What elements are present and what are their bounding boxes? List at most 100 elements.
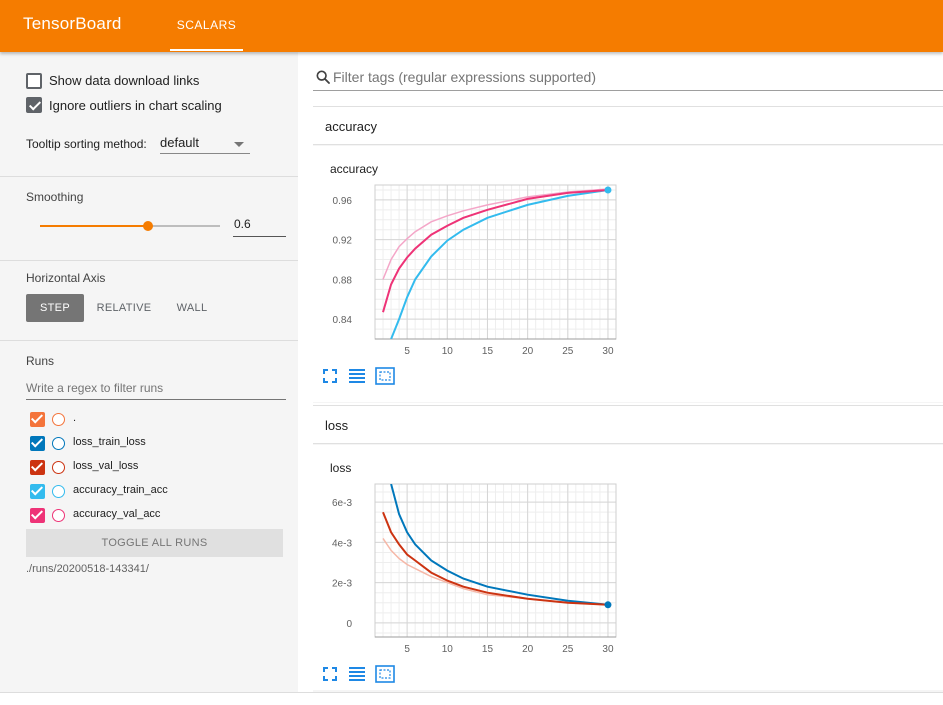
chart-toolbar xyxy=(323,665,395,683)
list-icon-bar xyxy=(349,369,365,371)
ignore-outliers-label: Ignore outliers in chart scaling xyxy=(49,98,222,113)
smoothing-slider-fill xyxy=(40,225,148,227)
tooltip-sorting-label: Tooltip sorting method: xyxy=(26,137,147,151)
smoothing-value-input[interactable]: 0.6 xyxy=(233,217,286,237)
run-checkbox[interactable] xyxy=(30,460,45,475)
smoothing-title: Smoothing xyxy=(26,190,84,204)
series-endpoint-marker xyxy=(604,186,612,194)
fullscreen-icon[interactable] xyxy=(323,667,337,681)
run-item[interactable]: loss_val_loss xyxy=(26,458,286,478)
chart-card-loss: loss 5 10 15 20 25 30 0 2e-3 4e-3 6e-3 xyxy=(313,445,943,690)
run-checkbox[interactable] xyxy=(30,436,45,451)
accuracy-chart[interactable]: 5 10 15 20 25 30 0.84 0.88 0.92 0.96 xyxy=(313,146,943,402)
list-icon-bar xyxy=(349,667,365,669)
list-icon-bar xyxy=(349,373,365,375)
tag-filter[interactable]: Filter tags (regular expressions support… xyxy=(313,66,943,91)
fullscreen-icon[interactable] xyxy=(323,369,337,383)
fullscreen-icon-shape xyxy=(323,667,337,681)
tooltip-sorting-value: default xyxy=(160,135,200,150)
smoothing-slider-handle[interactable] xyxy=(143,221,153,231)
sidebar-options-section: Show data download links Ignore outliers… xyxy=(0,52,298,177)
run-name: loss_train_loss xyxy=(73,436,146,448)
search-icon xyxy=(316,70,330,84)
chart-title: loss xyxy=(330,461,352,475)
x-tick-label: 5 xyxy=(404,644,410,655)
category-title: loss xyxy=(325,418,349,433)
list-icon-bar xyxy=(349,671,365,673)
run-color-circle[interactable] xyxy=(52,413,65,426)
runs-filter-input[interactable]: Write a regex to filter runs xyxy=(26,378,286,400)
fit-domain-icon[interactable] xyxy=(375,367,395,385)
y-tick-label: 2e-3 xyxy=(332,579,352,590)
ignore-outliers-checkbox[interactable] xyxy=(26,97,42,113)
y-tick-label: 0 xyxy=(346,619,352,630)
x-tick-label: 20 xyxy=(522,644,534,655)
chevron-down-icon xyxy=(234,142,244,147)
chart-title: accuracy xyxy=(330,162,379,176)
smoothing-section xyxy=(0,177,298,261)
toggle-all-runs-button[interactable]: TOGGLE ALL RUNS xyxy=(26,529,283,557)
list-icon-bar xyxy=(349,679,365,681)
run-item[interactable]: accuracy_val_acc xyxy=(26,506,286,526)
x-tick-label: 10 xyxy=(442,346,454,357)
category-header-loss[interactable]: loss xyxy=(313,405,943,444)
bottom-bar xyxy=(0,692,943,705)
active-tab-indicator xyxy=(170,49,243,51)
run-item[interactable]: . xyxy=(26,410,286,430)
series-line-accuracy_val_accraw xyxy=(382,188,609,280)
series-endpoint-marker xyxy=(604,601,612,609)
axis-step-button[interactable]: STEP xyxy=(26,294,84,322)
y-tick-label: 0.96 xyxy=(333,196,353,207)
fit-domain-icon[interactable] xyxy=(375,665,395,683)
run-color-circle[interactable] xyxy=(52,485,65,498)
series-line-loss_train_loss xyxy=(390,484,609,606)
category-header-accuracy[interactable]: accuracy xyxy=(313,106,943,145)
y-tick-label: 0.92 xyxy=(333,236,353,247)
run-checkbox[interactable] xyxy=(30,508,45,523)
chart-toolbar xyxy=(323,367,395,385)
app-header: TensorBoard SCALARS xyxy=(0,0,943,52)
y-tick-label: 6e-3 xyxy=(332,498,352,509)
show-download-links-checkbox[interactable] xyxy=(26,73,42,89)
log-directory: ./runs/20200518-143341/ xyxy=(26,563,149,575)
horizontal-axis-section xyxy=(0,261,298,341)
sidebar: Show data download links Ignore outliers… xyxy=(0,52,298,692)
horizontal-axis-title: Horizontal Axis xyxy=(26,271,106,285)
smoothing-slider[interactable] xyxy=(40,221,220,231)
series-line-loss_val_loss xyxy=(382,511,609,606)
tag-filter-input[interactable]: Filter tags (regular expressions support… xyxy=(333,69,597,85)
y-tick-label: 0.88 xyxy=(333,275,353,286)
run-name: . xyxy=(73,412,77,424)
run-color-circle[interactable] xyxy=(52,509,65,522)
run-item[interactable]: loss_train_loss xyxy=(26,434,286,454)
run-item[interactable]: accuracy_train_acc xyxy=(26,482,286,502)
y-tick-label: 4e-3 xyxy=(332,538,352,549)
run-color-circle[interactable] xyxy=(52,437,65,450)
chart-grid xyxy=(374,483,617,638)
show-download-links-label: Show data download links xyxy=(49,73,200,88)
axis-wall-button[interactable]: WALL xyxy=(176,302,208,314)
axis-relative-button[interactable]: RELATIVE xyxy=(96,302,152,314)
tab-scalars[interactable]: SCALARS xyxy=(176,18,237,32)
run-checkbox[interactable] xyxy=(30,484,45,499)
x-tick-label: 30 xyxy=(602,346,614,357)
run-color-circle[interactable] xyxy=(52,461,65,474)
list-icon-bar xyxy=(349,675,365,677)
x-tick-label: 15 xyxy=(482,346,494,357)
x-tick-label: 25 xyxy=(562,644,574,655)
run-name: loss_val_loss xyxy=(73,460,139,472)
series-line-accuracy_train_acc xyxy=(390,189,609,339)
y-tick-label: 0.84 xyxy=(333,315,353,326)
tooltip-sorting-select[interactable]: default xyxy=(160,132,250,154)
runs-title: Runs xyxy=(26,354,55,368)
x-tick-label: 15 xyxy=(482,644,494,655)
run-checkbox[interactable] xyxy=(30,412,45,427)
run-name: accuracy_train_acc xyxy=(73,484,168,496)
x-tick-label: 30 xyxy=(602,644,614,655)
fit-domain-icon-frame xyxy=(375,367,395,385)
list-icon[interactable] xyxy=(349,667,365,681)
list-icon-bar xyxy=(349,381,365,383)
list-icon[interactable] xyxy=(349,369,365,383)
loss-chart[interactable]: 5 10 15 20 25 30 0 2e-3 4e-3 6e-3 xyxy=(313,445,943,690)
fit-domain-icon-inner xyxy=(379,371,391,381)
